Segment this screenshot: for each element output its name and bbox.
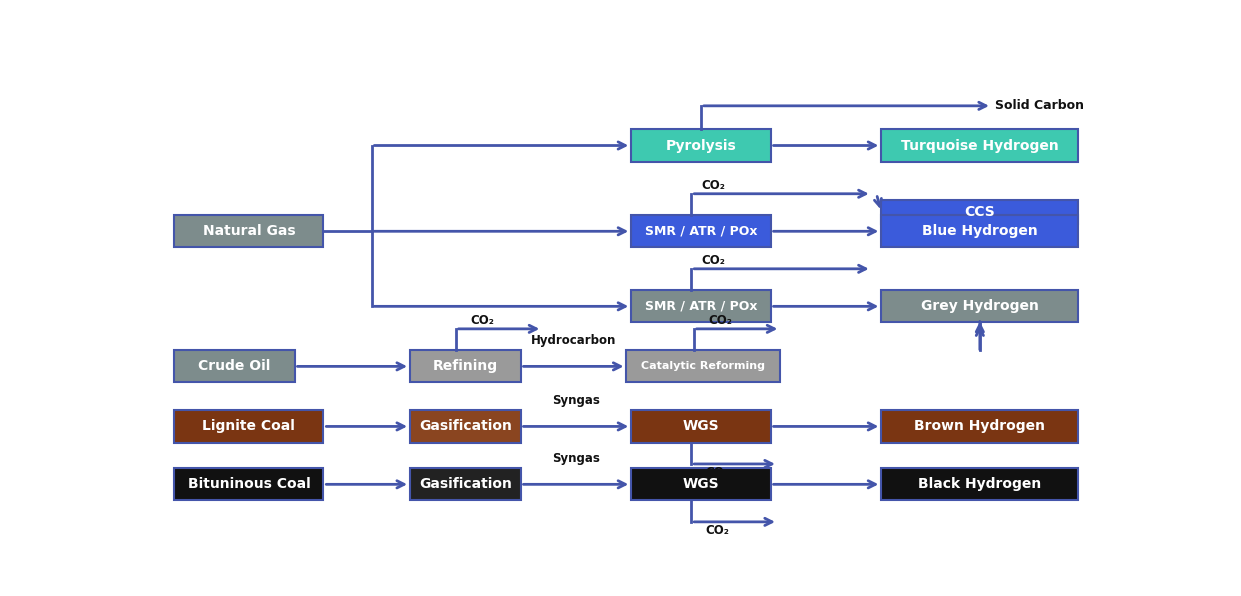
FancyBboxPatch shape	[881, 290, 1078, 322]
Text: Refining: Refining	[433, 359, 498, 373]
Text: Bituninous Coal: Bituninous Coal	[187, 477, 310, 491]
FancyBboxPatch shape	[174, 215, 324, 247]
Text: WGS: WGS	[683, 420, 720, 433]
Text: Lignite Coal: Lignite Coal	[202, 420, 295, 433]
Text: Gasification: Gasification	[419, 420, 511, 433]
Text: CO₂: CO₂	[706, 466, 730, 479]
FancyBboxPatch shape	[881, 129, 1078, 162]
Text: CCS: CCS	[964, 205, 995, 219]
FancyBboxPatch shape	[881, 411, 1078, 442]
Text: Natural Gas: Natural Gas	[202, 224, 295, 238]
Text: Brown Hydrogen: Brown Hydrogen	[915, 420, 1045, 433]
Text: CO₂: CO₂	[701, 254, 725, 266]
FancyBboxPatch shape	[174, 468, 324, 501]
FancyBboxPatch shape	[174, 350, 294, 383]
Text: CO₂: CO₂	[709, 313, 732, 327]
Text: CO₂: CO₂	[701, 179, 725, 191]
FancyBboxPatch shape	[632, 129, 771, 162]
Text: Black Hydrogen: Black Hydrogen	[918, 477, 1041, 491]
Text: Syngas: Syngas	[552, 394, 599, 407]
Text: Pyrolysis: Pyrolysis	[665, 138, 736, 153]
Text: Catalytic Reforming: Catalytic Reforming	[642, 361, 766, 371]
Text: Gasification: Gasification	[419, 477, 511, 491]
Text: Grey Hydrogen: Grey Hydrogen	[921, 299, 1039, 313]
FancyBboxPatch shape	[410, 468, 521, 501]
FancyBboxPatch shape	[632, 468, 771, 501]
FancyBboxPatch shape	[174, 411, 324, 442]
FancyBboxPatch shape	[881, 468, 1078, 501]
Text: CO₂: CO₂	[706, 524, 730, 537]
Text: SMR / ATR / POx: SMR / ATR / POx	[644, 225, 757, 238]
Text: Blue Hydrogen: Blue Hydrogen	[922, 224, 1037, 238]
FancyBboxPatch shape	[627, 350, 781, 383]
Text: Crude Oil: Crude Oil	[199, 359, 271, 373]
Text: CO₂: CO₂	[470, 313, 494, 327]
FancyBboxPatch shape	[410, 350, 521, 383]
FancyBboxPatch shape	[410, 411, 521, 442]
FancyBboxPatch shape	[881, 200, 1078, 224]
Text: Hydrocarbon: Hydrocarbon	[531, 334, 617, 347]
FancyBboxPatch shape	[632, 290, 771, 322]
Text: SMR / ATR / POx: SMR / ATR / POx	[644, 300, 757, 313]
Text: WGS: WGS	[683, 477, 720, 491]
FancyBboxPatch shape	[632, 411, 771, 442]
FancyBboxPatch shape	[881, 215, 1078, 247]
Text: Syngas: Syngas	[552, 452, 599, 465]
Text: Solid Carbon: Solid Carbon	[995, 100, 1083, 112]
FancyBboxPatch shape	[632, 215, 771, 247]
Text: Turquoise Hydrogen: Turquoise Hydrogen	[901, 138, 1059, 153]
